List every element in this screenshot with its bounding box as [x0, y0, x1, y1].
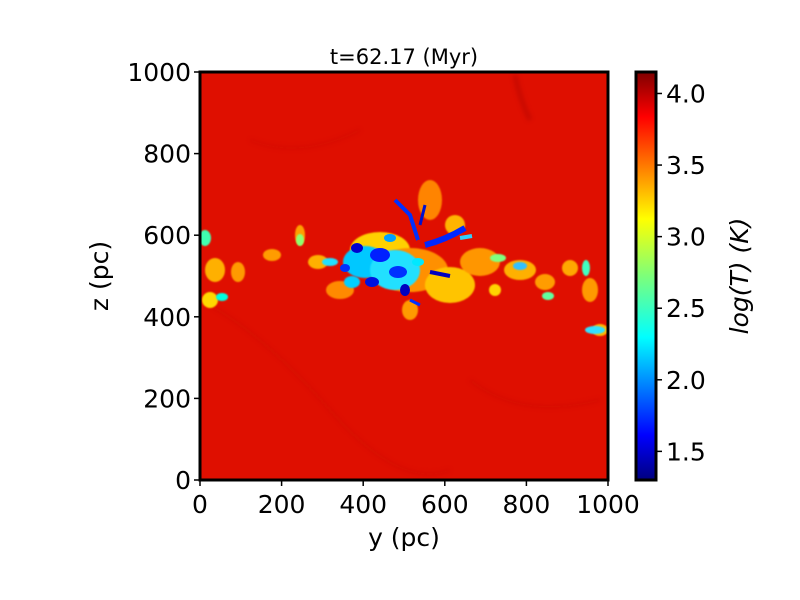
- x-axis-label: y (pc): [368, 523, 440, 552]
- colorbar-frame: [634, 70, 658, 482]
- colorbar-label: log(T) (K): [725, 218, 754, 335]
- y-axis-ticks: 0 200 400 600 800 1000: [127, 58, 200, 495]
- colorbar: [636, 72, 656, 480]
- colorbar-tick-label: 3.0: [666, 223, 706, 252]
- y-tick-label: 600: [143, 221, 191, 250]
- x-tick-label: 1000: [576, 490, 640, 519]
- cold-core: [340, 198, 473, 307]
- chart-title: t=62.17 (Myr): [330, 45, 478, 69]
- x-tick-label: 200: [258, 490, 306, 519]
- colorbar-ticks: 1.5 2.0 2.5 3.0 3.5 4.0: [656, 79, 706, 466]
- x-axis-ticks: 0 200 400 600 800 1000: [192, 480, 640, 519]
- y-tick-label: 1000: [127, 58, 191, 87]
- y-tick-label: 400: [143, 303, 191, 332]
- y-axis-label: z (pc): [85, 241, 114, 311]
- colorbar-tick-label: 1.5: [666, 437, 706, 466]
- colorbar-tick-label: 2.0: [666, 366, 706, 395]
- y-tick-label: 200: [143, 384, 191, 413]
- heatmap-texture: [200, 74, 601, 476]
- heatmap-image: [200, 72, 608, 480]
- colorbar-tick-label: 3.5: [666, 151, 706, 180]
- x-tick-label: 400: [339, 490, 387, 519]
- cool-filaments: [200, 230, 605, 334]
- x-tick-label: 600: [421, 490, 469, 519]
- x-tick-label: 800: [503, 490, 551, 519]
- colorbar-tick-label: 2.5: [666, 294, 706, 323]
- y-tick-label: 0: [175, 466, 191, 495]
- colorbar-tick-label: 4.0: [666, 79, 706, 108]
- plot-frame: [198, 70, 610, 482]
- y-tick-label: 800: [143, 140, 191, 169]
- x-tick-label: 0: [192, 490, 208, 519]
